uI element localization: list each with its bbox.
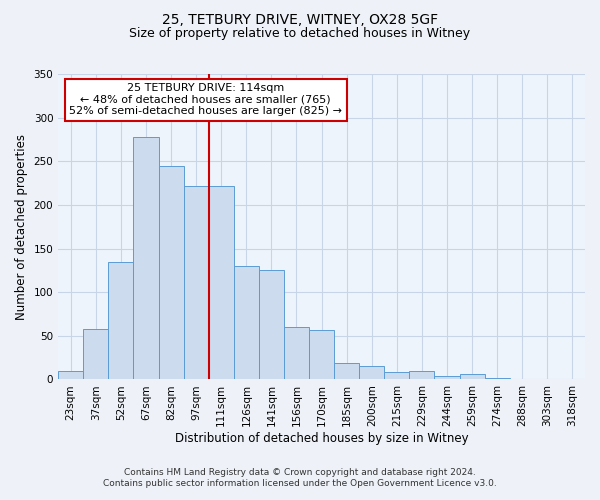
Bar (485, 378, 510, 380)
Bar (434, 376, 460, 380)
Bar (109, 262, 133, 380)
Text: 25 TETBURY DRIVE: 114sqm
← 48% of detached houses are smaller (765)
52% of semi-: 25 TETBURY DRIVE: 114sqm ← 48% of detach… (69, 83, 342, 116)
Bar (309, 330, 334, 380)
Bar (158, 166, 184, 380)
X-axis label: Distribution of detached houses by size in Witney: Distribution of detached houses by size … (175, 432, 469, 445)
Bar (209, 186, 234, 380)
Bar (560, 378, 585, 380)
Bar (359, 366, 385, 380)
Bar (133, 137, 158, 380)
Y-axis label: Number of detached properties: Number of detached properties (15, 134, 28, 320)
Bar (259, 270, 284, 380)
Bar (83, 329, 109, 380)
Bar (460, 374, 485, 380)
Bar (409, 370, 434, 380)
Bar (184, 186, 209, 380)
Bar (385, 372, 409, 380)
Text: 25, TETBURY DRIVE, WITNEY, OX28 5GF: 25, TETBURY DRIVE, WITNEY, OX28 5GF (162, 12, 438, 26)
Text: Contains HM Land Registry data © Crown copyright and database right 2024.
Contai: Contains HM Land Registry data © Crown c… (103, 468, 497, 487)
Bar (234, 266, 259, 380)
Bar (334, 363, 359, 380)
Bar (284, 327, 309, 380)
Bar (58, 370, 83, 380)
Text: Size of property relative to detached houses in Witney: Size of property relative to detached ho… (130, 28, 470, 40)
